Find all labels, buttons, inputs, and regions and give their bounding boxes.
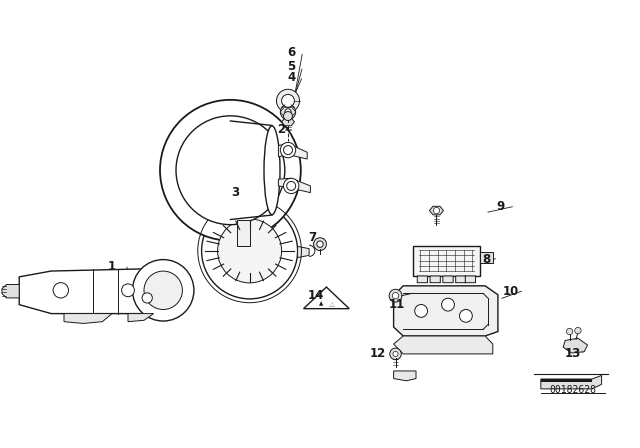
- FancyBboxPatch shape: [443, 276, 453, 283]
- Text: 00182628: 00182628: [549, 385, 596, 395]
- Circle shape: [389, 289, 402, 302]
- Circle shape: [53, 283, 68, 298]
- Polygon shape: [278, 143, 307, 159]
- Circle shape: [287, 181, 296, 190]
- Polygon shape: [480, 252, 493, 263]
- Circle shape: [314, 238, 326, 250]
- Circle shape: [390, 348, 401, 360]
- Circle shape: [132, 259, 194, 321]
- Circle shape: [144, 271, 182, 310]
- Polygon shape: [541, 375, 602, 389]
- Text: 13: 13: [564, 347, 581, 361]
- FancyBboxPatch shape: [430, 276, 440, 283]
- Circle shape: [317, 241, 323, 247]
- Circle shape: [415, 305, 428, 317]
- Polygon shape: [394, 371, 416, 381]
- Polygon shape: [394, 336, 493, 354]
- Text: 8: 8: [483, 253, 490, 267]
- Text: 5: 5: [287, 60, 295, 73]
- Polygon shape: [128, 314, 154, 322]
- Circle shape: [176, 116, 285, 224]
- Circle shape: [433, 207, 440, 214]
- Text: 2: 2: [278, 123, 285, 137]
- FancyBboxPatch shape: [417, 276, 428, 283]
- Circle shape: [284, 178, 299, 194]
- Circle shape: [160, 100, 301, 241]
- Circle shape: [575, 327, 581, 334]
- Polygon shape: [429, 206, 444, 215]
- Text: 9: 9: [497, 199, 504, 213]
- Polygon shape: [64, 314, 112, 323]
- Text: 10: 10: [502, 284, 519, 298]
- Text: ⚠: ⚠: [328, 302, 335, 308]
- Circle shape: [284, 112, 292, 121]
- Polygon shape: [282, 118, 294, 126]
- Circle shape: [276, 89, 300, 112]
- Circle shape: [122, 284, 134, 297]
- Circle shape: [142, 293, 152, 303]
- Polygon shape: [394, 286, 498, 336]
- Polygon shape: [19, 269, 163, 314]
- Polygon shape: [278, 178, 310, 193]
- Text: 11: 11: [388, 298, 405, 311]
- Circle shape: [284, 146, 292, 155]
- Polygon shape: [563, 338, 588, 353]
- Polygon shape: [2, 284, 19, 298]
- Text: 7: 7: [308, 231, 316, 244]
- Ellipse shape: [264, 126, 280, 215]
- Circle shape: [280, 142, 296, 158]
- Circle shape: [460, 310, 472, 322]
- Circle shape: [566, 328, 573, 335]
- Circle shape: [282, 95, 294, 107]
- Text: 3: 3: [232, 186, 239, 199]
- Text: ▲: ▲: [319, 301, 323, 306]
- FancyBboxPatch shape: [456, 276, 466, 283]
- FancyBboxPatch shape: [465, 276, 476, 283]
- Circle shape: [280, 104, 296, 120]
- Circle shape: [442, 298, 454, 311]
- Circle shape: [218, 219, 282, 283]
- Text: 12: 12: [369, 347, 386, 361]
- FancyBboxPatch shape: [413, 246, 480, 276]
- Circle shape: [202, 203, 298, 299]
- Text: 14: 14: [307, 289, 324, 302]
- Circle shape: [285, 109, 291, 115]
- Polygon shape: [237, 220, 250, 246]
- Polygon shape: [303, 287, 349, 309]
- Polygon shape: [298, 246, 309, 258]
- Text: 4: 4: [287, 70, 295, 84]
- Text: 6: 6: [287, 46, 295, 60]
- Bar: [541, 379, 592, 382]
- Text: 1: 1: [108, 260, 116, 273]
- Circle shape: [392, 293, 399, 299]
- Circle shape: [393, 351, 398, 357]
